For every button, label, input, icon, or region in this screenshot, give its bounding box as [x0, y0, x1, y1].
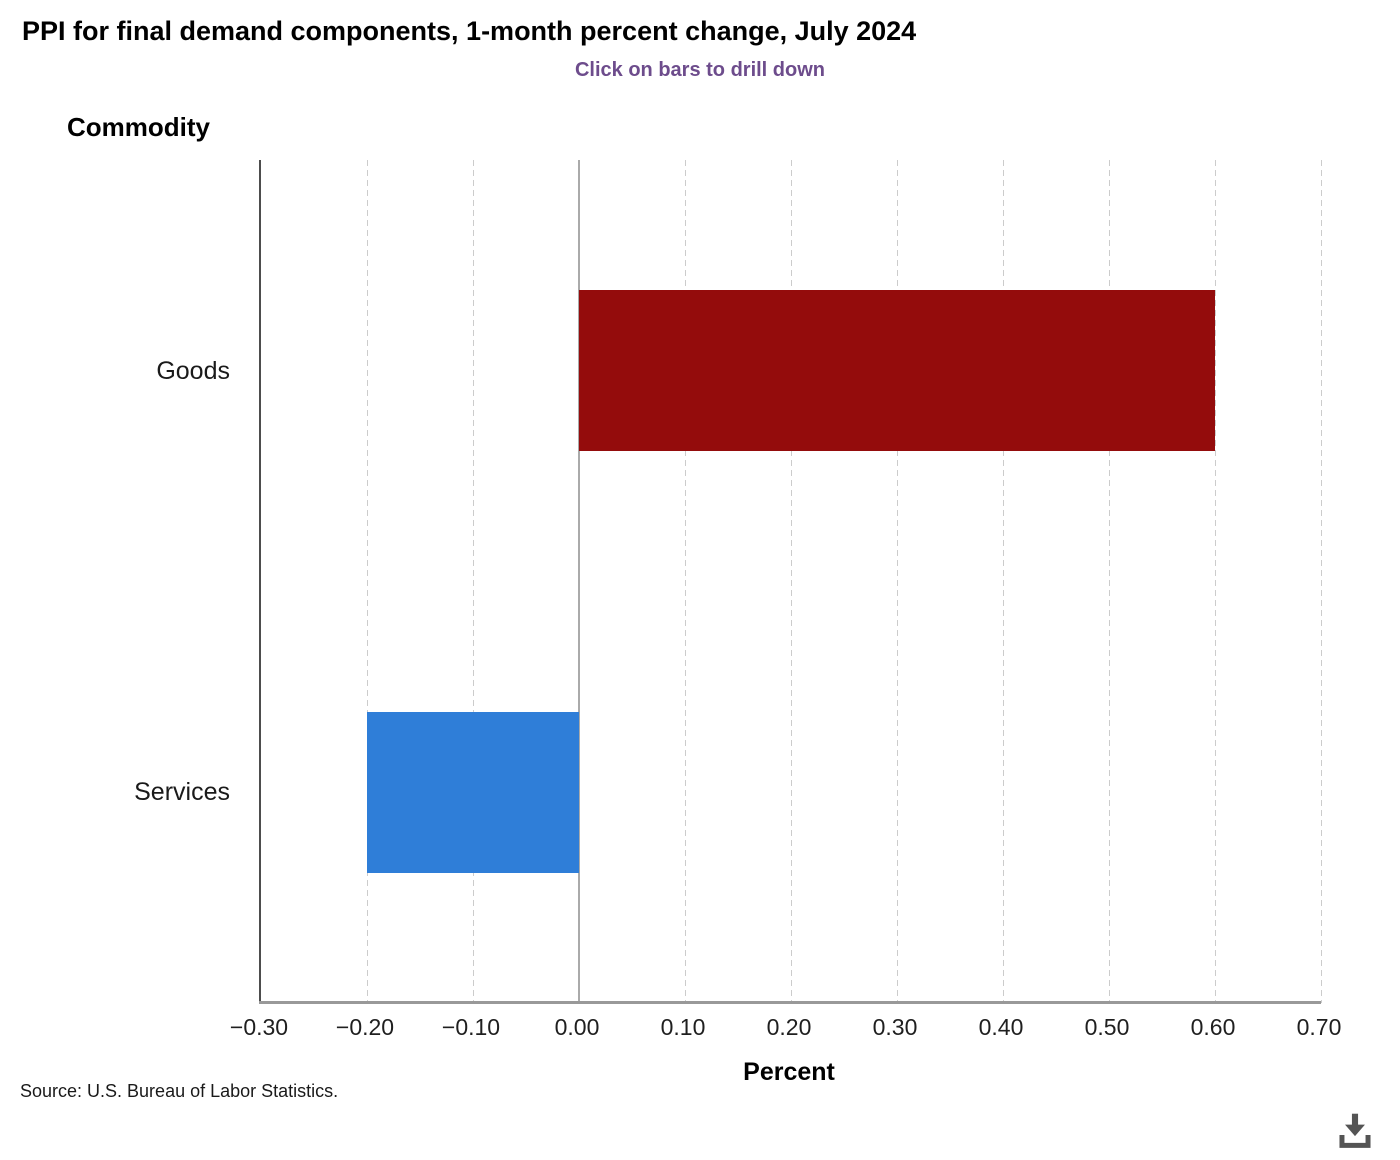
y-axis-title-commodity: Commodity	[67, 112, 210, 142]
x-tick-label: 0.60	[1190, 1014, 1236, 1040]
x-axis-title-percent: Percent	[743, 1058, 835, 1086]
gridline	[1320, 160, 1322, 1003]
x-tick-label: 0.00	[554, 1014, 600, 1040]
gridline	[1108, 160, 1110, 1003]
chart-title: PPI for final demand components, 1-month…	[22, 16, 917, 46]
x-tick-label: 0.20	[766, 1014, 812, 1040]
x-tick-label: 0.50	[1084, 1014, 1130, 1040]
gridline	[366, 160, 368, 1003]
category-label-goods: Goods	[156, 356, 230, 385]
source-note: Source: U.S. Bureau of Labor Statistics.	[20, 1081, 339, 1101]
x-tick-label: 0.30	[872, 1014, 918, 1040]
gridline	[1002, 160, 1004, 1003]
gridline	[1214, 160, 1216, 1003]
gridline	[472, 160, 474, 1003]
x-tick-label: 0.40	[978, 1014, 1024, 1040]
category-label-services: Services	[134, 778, 230, 807]
bar-services[interactable]	[367, 711, 579, 873]
gridline	[790, 160, 792, 1003]
chart-subtitle-drilldown-hint: Click on bars to drill down	[574, 59, 826, 81]
x-tick-label: −0.20	[335, 1014, 395, 1040]
download-chart-button[interactable]	[1330, 1104, 1380, 1156]
gridline	[896, 160, 898, 1003]
x-tick-label: 0.10	[660, 1014, 706, 1040]
x-axis-line	[259, 1001, 1321, 1004]
plot-area	[259, 160, 1322, 1003]
gridline	[684, 160, 686, 1003]
x-tick-label: −0.10	[441, 1014, 501, 1040]
x-tick-label: 0.70	[1296, 1014, 1342, 1040]
bar-goods[interactable]	[579, 290, 1215, 452]
x-tick-label: −0.30	[229, 1014, 289, 1040]
download-icon	[1339, 1113, 1371, 1148]
zero-gridline	[578, 160, 580, 1003]
